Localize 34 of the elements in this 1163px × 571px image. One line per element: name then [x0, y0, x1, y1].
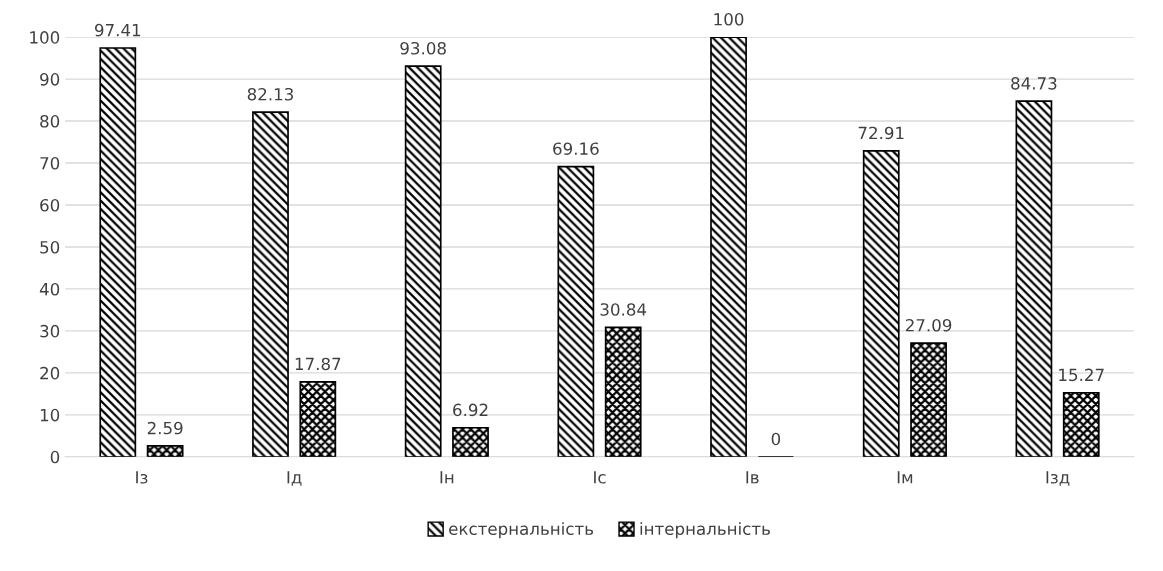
x-tick-label: Ін — [440, 471, 454, 484]
data-label: 97.41 — [95, 23, 141, 37]
x-tick-label: Ів — [746, 471, 759, 484]
data-label: 84.73 — [1011, 77, 1057, 90]
data-label: 2.59 — [147, 421, 183, 435]
y-tick-label: 40 — [39, 282, 60, 296]
data-label: 72.91 — [858, 126, 904, 140]
data-label: 15.27 — [1059, 368, 1104, 382]
x-tick-label: Ід — [287, 471, 302, 486]
data-label: 6.92 — [453, 403, 488, 417]
data-label: 0 — [771, 432, 781, 446]
data-label: 93.08 — [400, 41, 446, 55]
y-tick-label: 90 — [40, 73, 60, 86]
y-tick-label: 70 — [40, 156, 60, 170]
y-tick-label: 80 — [40, 115, 60, 128]
data-label: 27.09 — [905, 318, 952, 332]
x-tick-label: Ім — [897, 471, 913, 484]
y-tick-label: 100 — [30, 31, 60, 44]
y-tick-label: 10 — [40, 408, 60, 422]
y-tick-label: 30 — [40, 324, 60, 338]
data-label: 82.13 — [247, 87, 294, 101]
data-label: 30.84 — [600, 303, 647, 316]
y-tick-label: 50 — [40, 240, 60, 254]
y-tick-label: 0 — [50, 450, 60, 464]
x-tick-label: Іс — [594, 471, 606, 484]
legend-label: екстернальність — [449, 522, 594, 539]
x-tick-label: Із — [136, 471, 148, 484]
legend-label: інтернальність — [640, 522, 770, 539]
y-tick-label: 60 — [40, 198, 60, 212]
x-tick-label: Ізд — [1046, 471, 1070, 486]
y-tick-label: 20 — [40, 366, 60, 380]
data-label: 17.87 — [295, 357, 341, 371]
data-label: 69.16 — [553, 142, 599, 155]
data-label: 100 — [714, 12, 744, 26]
